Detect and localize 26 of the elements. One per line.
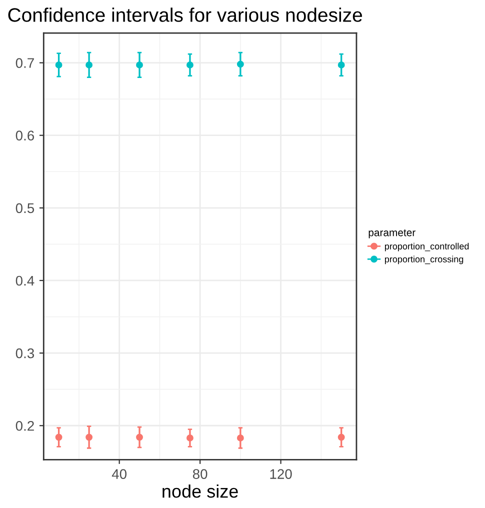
- x-axis-title: node size: [162, 484, 238, 498]
- point: [136, 434, 143, 441]
- point: [55, 61, 62, 68]
- x-tick-label: 40: [112, 469, 127, 479]
- point: [186, 61, 194, 68]
- y-tick-label: 0.6: [16, 130, 34, 141]
- y-tick-label: 0.3: [16, 348, 34, 358]
- point: [338, 434, 345, 441]
- point: [338, 61, 345, 68]
- legend-title: parameter: [368, 229, 416, 238]
- y-tick-label: 0.5: [16, 203, 34, 214]
- point: [236, 434, 244, 442]
- point: [55, 434, 62, 441]
- point: [236, 60, 244, 68]
- point: [186, 434, 194, 442]
- y-tick-label: 0.7: [16, 58, 34, 68]
- legend-label: proportion_controlled: [384, 242, 469, 252]
- y-tick-label: 0.4: [16, 276, 34, 286]
- point: [86, 434, 93, 441]
- x-tick-label: 120: [270, 469, 292, 479]
- point: [136, 61, 143, 68]
- point: [86, 61, 93, 68]
- y-tick-label: 0.2: [16, 420, 34, 431]
- chart-title: Confidence intervals for various nodesize: [8, 8, 362, 22]
- legend-label: proportion_crossing: [384, 256, 464, 264]
- x-tick-label: 80: [192, 469, 208, 479]
